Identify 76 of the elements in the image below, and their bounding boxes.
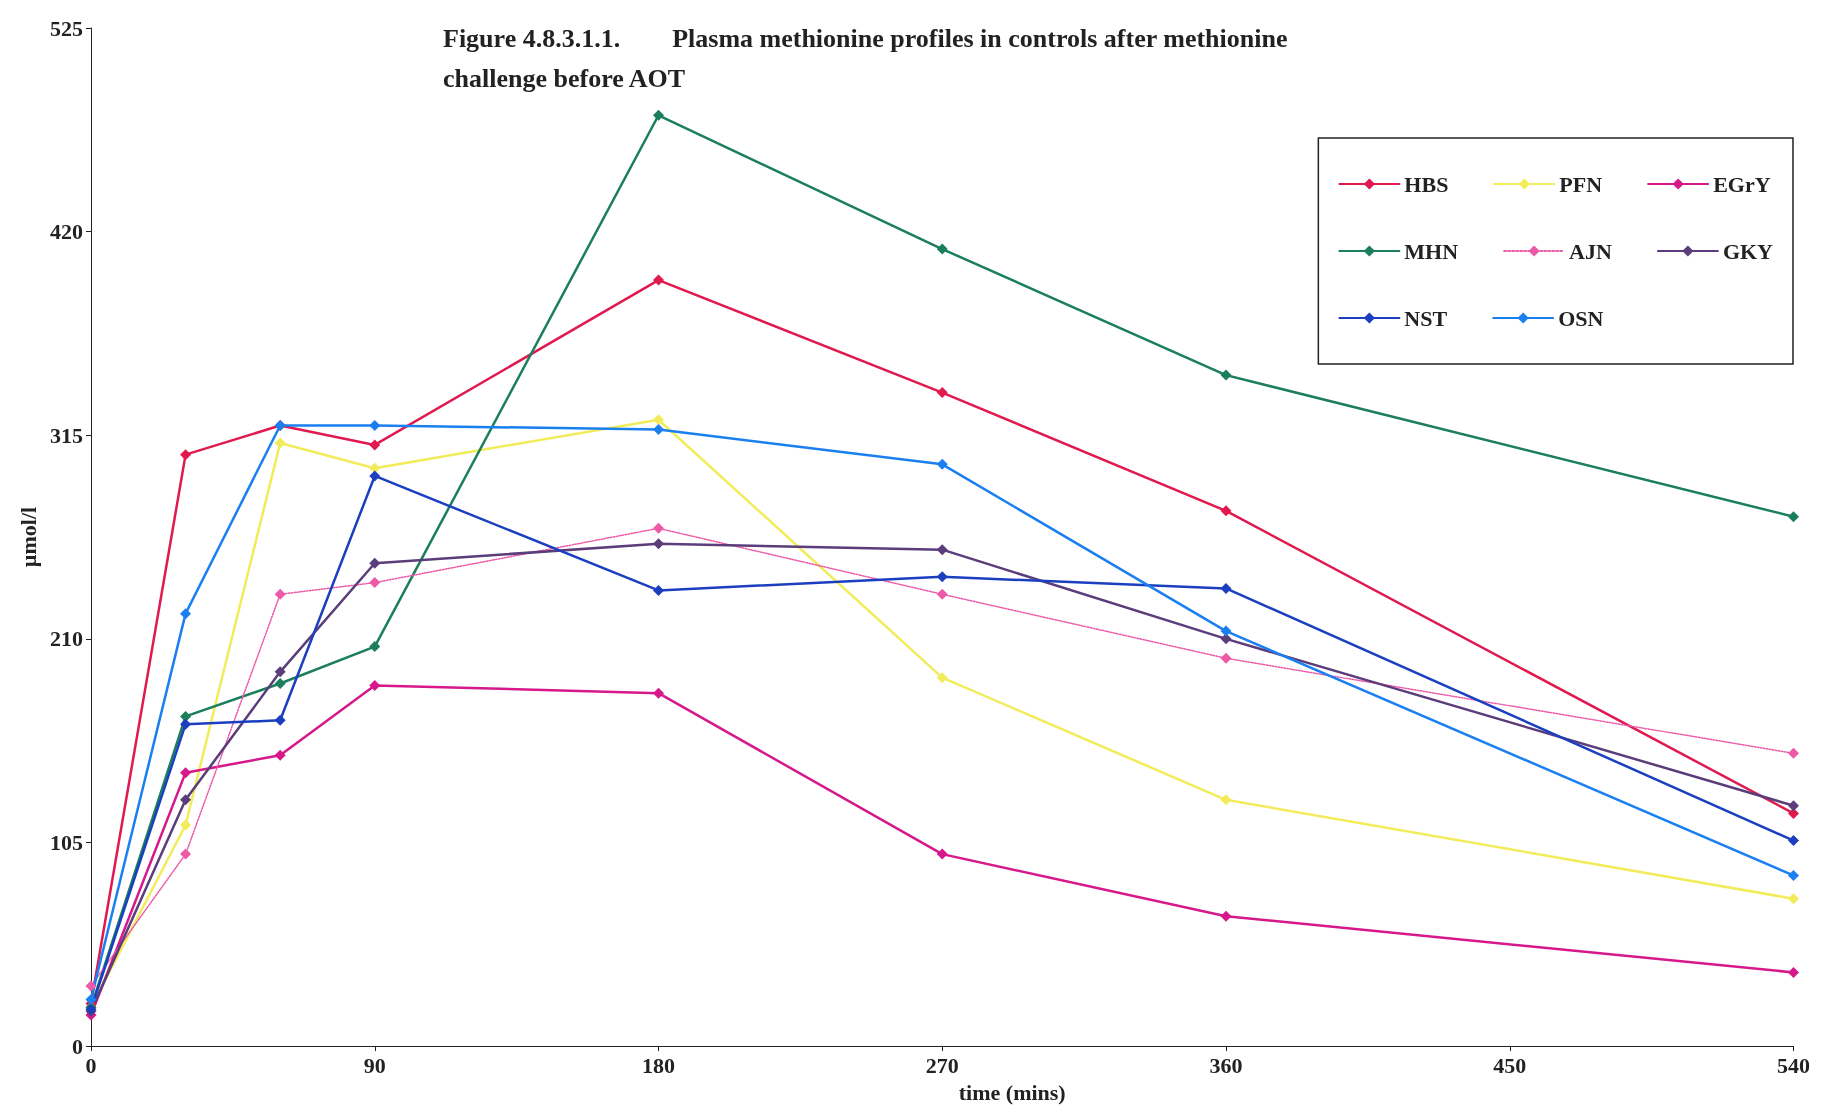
x-tick-label: 540	[1777, 1052, 1810, 1078]
x-axis-title: time (mins)	[958, 1079, 1066, 1105]
x-tick-label: 270	[925, 1052, 959, 1078]
y-tick-label: 0	[72, 1033, 83, 1059]
x-tick-label: 90	[363, 1052, 386, 1078]
point	[936, 544, 948, 556]
legend-label: NST	[1404, 305, 1448, 331]
point	[653, 584, 664, 596]
text: Figure 4.8.3.1.1. Plasma methionine profiles in controls after methionine challenge before AOT	[443, 23, 1294, 93]
point	[369, 439, 381, 451]
legend-label: HBS	[1404, 171, 1449, 197]
point	[1220, 794, 1232, 806]
point	[1220, 625, 1232, 637]
point	[180, 819, 192, 831]
point	[936, 588, 948, 600]
point	[653, 274, 664, 286]
point	[936, 243, 948, 255]
point	[1788, 893, 1799, 905]
point	[653, 522, 664, 534]
point	[369, 470, 381, 482]
point	[369, 577, 381, 589]
point	[1220, 652, 1232, 664]
point	[936, 387, 948, 399]
y-tick-label: 210	[50, 626, 83, 652]
point	[1788, 800, 1799, 812]
point	[369, 641, 381, 653]
y-tick-label: 420	[50, 219, 83, 245]
legend-label: GKY	[1722, 238, 1774, 264]
point	[180, 608, 192, 620]
point	[369, 420, 381, 432]
point	[1220, 369, 1232, 381]
point	[369, 557, 381, 569]
x-tick-label: 180	[642, 1052, 675, 1078]
point	[180, 848, 192, 860]
point	[936, 672, 948, 684]
point	[1788, 869, 1799, 881]
point	[274, 666, 286, 678]
y-tick-label: 105	[50, 829, 83, 855]
point	[1788, 835, 1799, 847]
point	[936, 571, 948, 583]
point	[653, 414, 664, 426]
point	[653, 687, 664, 699]
point	[180, 767, 192, 779]
legend-label: MHN	[1404, 238, 1459, 264]
legend-label: PFN	[1559, 171, 1603, 197]
point	[1788, 966, 1799, 978]
point	[180, 449, 192, 461]
point	[653, 538, 664, 550]
point	[1220, 633, 1232, 645]
x-tick-label: 450	[1493, 1052, 1527, 1078]
point	[1220, 505, 1232, 517]
point	[653, 423, 664, 435]
legend-label: AJN	[1569, 238, 1612, 264]
point	[653, 109, 664, 121]
point	[936, 848, 948, 860]
point	[274, 749, 286, 761]
point	[180, 794, 192, 806]
point	[936, 458, 948, 470]
y-tick-label: 315	[50, 422, 83, 448]
point	[1220, 582, 1232, 594]
point	[274, 588, 286, 600]
point	[274, 714, 286, 726]
point	[180, 718, 192, 730]
point	[180, 710, 192, 722]
y-tick-label: 525	[50, 15, 83, 41]
point	[274, 677, 286, 689]
y-axis-title: µmol/l	[15, 506, 41, 568]
point	[1788, 511, 1799, 523]
point	[274, 437, 286, 449]
point	[1788, 747, 1799, 759]
point	[85, 980, 97, 992]
point	[369, 679, 381, 691]
point	[1220, 910, 1232, 922]
legend-label: OSN	[1558, 305, 1604, 331]
legend-label: EGrY	[1713, 171, 1771, 197]
x-tick-label: 360	[1209, 1052, 1243, 1078]
